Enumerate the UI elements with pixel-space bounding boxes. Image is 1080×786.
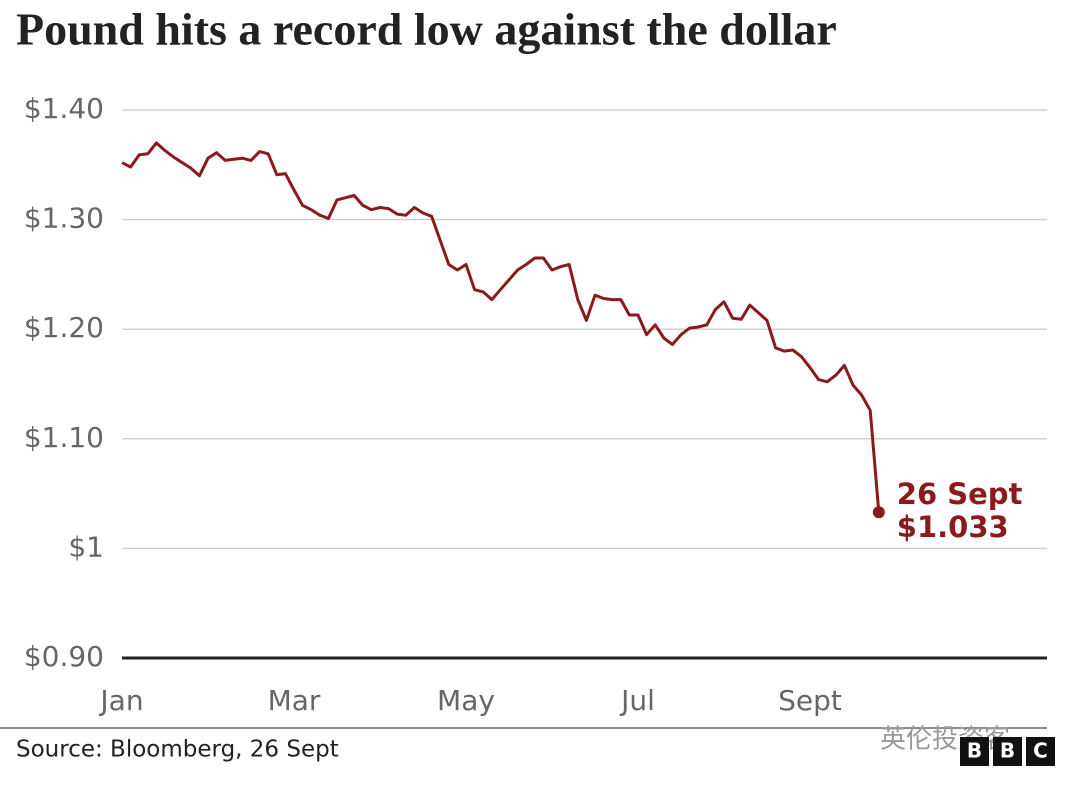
logo-letter: C	[1033, 739, 1048, 763]
chart-title: Pound hits a record low against the doll…	[16, 4, 837, 55]
annotation: 26 Sept	[897, 477, 1023, 511]
y-tick-label: $1.40	[24, 92, 104, 125]
logo-letter: B	[1000, 739, 1015, 763]
logo-letter: B	[967, 739, 982, 763]
value-label: $1.033	[897, 510, 1009, 544]
source: Source: Bloomberg, 26 Sept	[16, 737, 339, 763]
x-tick-label: May	[437, 684, 495, 717]
x-tick-label: Jan	[98, 684, 143, 717]
x-tick-label: Mar	[268, 684, 321, 717]
logo-box	[1026, 737, 1055, 766]
y-tick-label: $0.90	[24, 640, 104, 673]
y-tick-label: $1.30	[24, 202, 104, 235]
logo-box	[993, 737, 1022, 766]
y-tick-label: $1.10	[24, 421, 104, 454]
logo: B B C	[960, 737, 1055, 766]
line	[121, 141, 881, 513]
watermark: 英伦投资客	[880, 725, 1010, 755]
y-tick-label: $1	[68, 530, 104, 563]
end-marker	[872, 506, 885, 519]
y-tick-label: $1.20	[24, 311, 104, 344]
x-tick-label: Jul	[619, 684, 655, 717]
logo-box	[960, 737, 989, 766]
x-tick-label: Sept	[778, 684, 842, 717]
